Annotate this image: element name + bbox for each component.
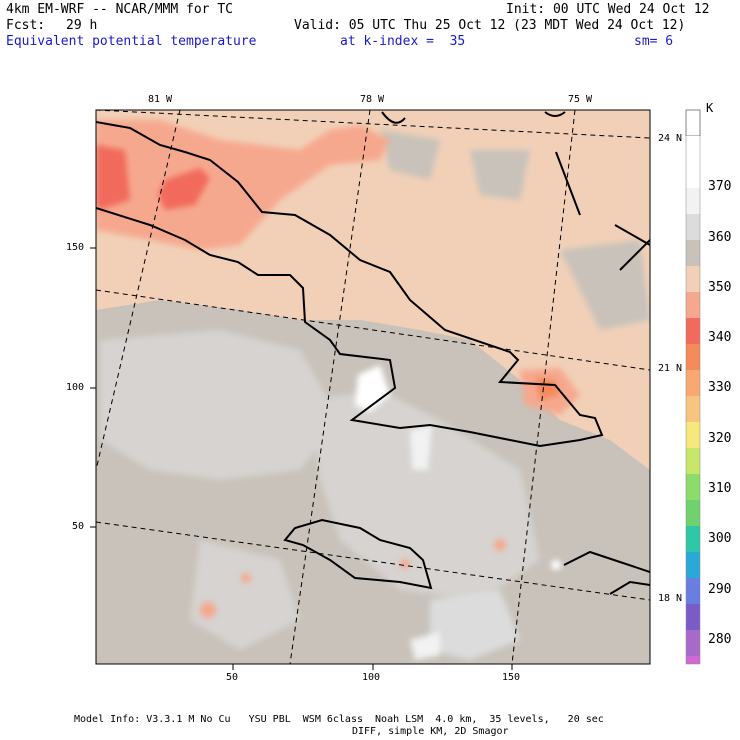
field-name: Equivalent potential temperature [6,34,257,49]
lat-label-21n: 21 N [658,363,683,374]
colorbar-label-310: 310 [708,481,732,496]
model-info: Model Info: V3.3.1 M No Cu YSU PBL WSM 6… [74,714,604,725]
coastlines [96,111,650,595]
lon-label-78w: 78 W [360,94,385,105]
colorbar-label-280: 280 [708,632,732,647]
x-tick-50: 50 [226,672,239,683]
model-title: 4km EM-WRF -- NCAR/MMM for TC [6,2,233,17]
colorbar-label-340: 340 [708,330,732,345]
colorbar-label-290: 290 [708,582,732,597]
colorbar [685,109,701,665]
colorbar-label-350: 350 [708,280,732,295]
x-tick-150: 150 [502,672,521,683]
colorbar-label-360: 360 [708,230,732,245]
forecast-label: Fcst: [6,18,46,33]
forecast-hour: 29 h [66,18,98,33]
colorbar-label-320: 320 [708,431,732,446]
colorbar-label-330: 330 [708,380,732,395]
theta-e-field [96,110,650,664]
lon-label-81w: 81 W [148,94,173,105]
graticule [96,110,650,664]
level-info: at k-index = 35 [340,34,466,49]
valid-time: Valid: 05 UTC Thu 25 Oct 12 (23 MDT Wed … [294,18,686,33]
colorbar-label-300: 300 [708,531,732,546]
y-tick-100: 100 [66,382,85,393]
smoothing-info: sm= 6 [634,34,674,49]
colorbar-label-370: 370 [708,179,732,194]
lat-label-18n: 18 N [658,593,683,604]
model-physics: DIFF, simple KM, 2D Smagor [352,726,509,737]
y-tick-150: 150 [66,242,85,253]
colorbar-unit: K [706,101,714,115]
lon-label-75w: 75 W [568,94,593,105]
lat-label-24n: 24 N [658,133,683,144]
x-tick-100: 100 [362,672,381,683]
init-time: Init: 00 UTC Wed 24 Oct 12 [506,2,710,17]
y-tick-50: 50 [72,521,85,532]
